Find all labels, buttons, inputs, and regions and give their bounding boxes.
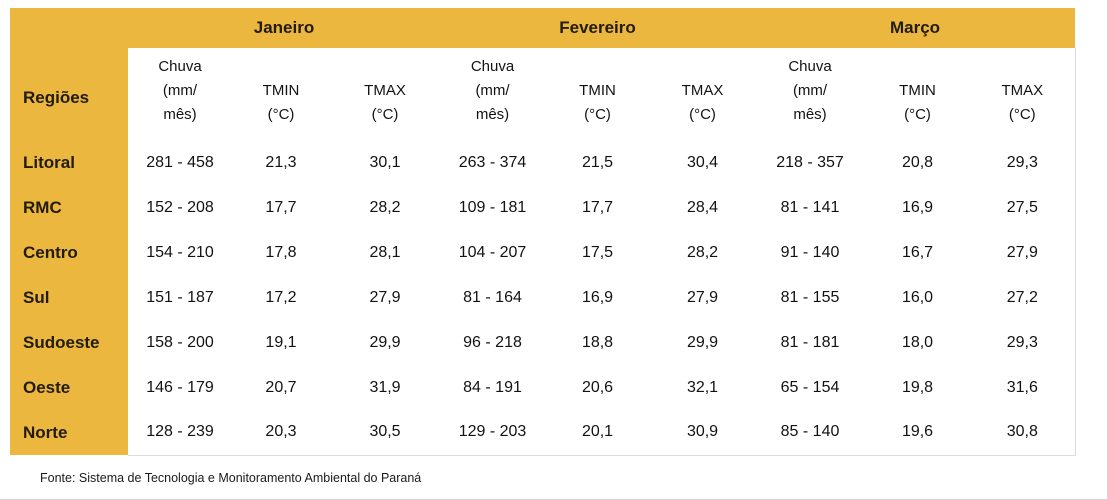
climate-table: Regiões Janeiro Fevereiro Março Chuva (mm… xyxy=(10,8,1076,456)
cell-litoral-marco-tmax: 29,3 xyxy=(970,140,1076,185)
header-tmax-janeiro: TMAX (°C) xyxy=(330,48,441,140)
cell-norte-janeiro-tmin: 20,3 xyxy=(232,410,330,456)
cell-sul-marco-tmax: 27,2 xyxy=(970,275,1076,320)
cell-litoral-fevereiro-chuva: 263 - 374 xyxy=(440,140,546,185)
cell-oeste-fevereiro-tmax: 32,1 xyxy=(650,365,756,410)
cell-litoral-fevereiro-tmin: 21,5 xyxy=(545,140,651,185)
cell-sul-janeiro-chuva: 151 - 187 xyxy=(128,275,232,320)
cell-centro-janeiro-tmax: 28,1 xyxy=(330,230,441,275)
header-tmin-marco: TMIN (°C) xyxy=(865,48,971,140)
cell-rmc-janeiro-tmax: 28,2 xyxy=(330,185,441,230)
source-note: Fonte: Sistema de Tecnologia e Monitoram… xyxy=(40,471,422,485)
region-label-rmc: RMC xyxy=(10,185,128,230)
cell-litoral-marco-tmin: 20,8 xyxy=(865,140,971,185)
measure-header-row: Chuva (mm/mês) TMIN (°C) TMAX (°C) Chuva (mm/mê… xyxy=(10,48,1076,140)
cell-sul-marco-chuva: 81 - 155 xyxy=(755,275,866,320)
cell-sudoeste-fevereiro-tmin: 18,8 xyxy=(545,320,651,365)
cell-sudoeste-marco-tmin: 18,0 xyxy=(865,320,971,365)
table-row: Centro 154 - 210 17,8 28,1 104 - 207 17,5 28,2… xyxy=(10,230,1076,275)
cell-norte-fevereiro-chuva: 129 - 203 xyxy=(440,410,546,456)
cell-sudoeste-marco-chuva: 81 - 181 xyxy=(755,320,866,365)
table-row: Oeste 146 - 179 20,7 31,9 84 - 191 20,6 32,1 65… xyxy=(10,365,1076,410)
cell-litoral-janeiro-tmax: 30,1 xyxy=(330,140,441,185)
cell-centro-janeiro-tmin: 17,8 xyxy=(232,230,330,275)
cell-rmc-fevereiro-tmin: 17,7 xyxy=(545,185,651,230)
header-chuva-janeiro: Chuva (mm/mês) xyxy=(128,48,232,140)
cell-rmc-fevereiro-chuva: 109 - 181 xyxy=(440,185,546,230)
cell-sul-fevereiro-tmax: 27,9 xyxy=(650,275,756,320)
cell-sudoeste-janeiro-tmin: 19,1 xyxy=(232,320,330,365)
cell-norte-marco-tmin: 19,6 xyxy=(865,410,971,456)
cell-oeste-janeiro-chuva: 146 - 179 xyxy=(128,365,232,410)
header-chuva-marco: Chuva (mm/mês) xyxy=(755,48,866,140)
cell-sul-fevereiro-chuva: 81 - 164 xyxy=(440,275,546,320)
month-header-janeiro: Janeiro xyxy=(128,8,441,48)
cell-rmc-janeiro-tmin: 17,7 xyxy=(232,185,330,230)
header-tmax-fevereiro: TMAX (°C) xyxy=(650,48,756,140)
cell-norte-marco-chuva: 85 - 140 xyxy=(755,410,866,456)
cell-litoral-fevereiro-tmax: 30,4 xyxy=(650,140,756,185)
cell-sul-fevereiro-tmin: 16,9 xyxy=(545,275,651,320)
cell-centro-fevereiro-tmax: 28,2 xyxy=(650,230,756,275)
cell-sudoeste-fevereiro-tmax: 29,9 xyxy=(650,320,756,365)
month-header-fevereiro: Fevereiro xyxy=(440,8,756,48)
cell-centro-marco-tmin: 16,7 xyxy=(865,230,971,275)
region-label-sudoeste: Sudoeste xyxy=(10,320,128,365)
cell-sul-marco-tmin: 16,0 xyxy=(865,275,971,320)
cell-litoral-janeiro-tmin: 21,3 xyxy=(232,140,330,185)
cell-norte-marco-tmax: 30,8 xyxy=(970,410,1076,456)
cell-centro-marco-chuva: 91 - 140 xyxy=(755,230,866,275)
table-row: Sul 151 - 187 17,2 27,9 81 - 164 16,9 27,9 81 -… xyxy=(10,275,1076,320)
header-tmin-fevereiro: TMIN (°C) xyxy=(545,48,651,140)
cell-sudoeste-janeiro-tmax: 29,9 xyxy=(330,320,441,365)
cell-centro-fevereiro-tmin: 17,5 xyxy=(545,230,651,275)
table-row: Litoral 281 - 458 21,3 30,1 263 - 374 21,5 30,… xyxy=(10,140,1076,185)
region-label-litoral: Litoral xyxy=(10,140,128,185)
cell-sul-janeiro-tmin: 17,2 xyxy=(232,275,330,320)
cell-sudoeste-marco-tmax: 29,3 xyxy=(970,320,1076,365)
cell-oeste-janeiro-tmin: 20,7 xyxy=(232,365,330,410)
table-row: Norte 128 - 239 20,3 30,5 129 - 203 20,1 30,9 8… xyxy=(10,410,1076,456)
region-label-oeste: Oeste xyxy=(10,365,128,410)
cell-oeste-janeiro-tmax: 31,9 xyxy=(330,365,441,410)
cell-norte-janeiro-chuva: 128 - 239 xyxy=(128,410,232,456)
cell-rmc-fevereiro-tmax: 28,4 xyxy=(650,185,756,230)
cell-oeste-fevereiro-tmin: 20,6 xyxy=(545,365,651,410)
cell-norte-fevereiro-tmin: 20,1 xyxy=(545,410,651,456)
cell-oeste-marco-tmax: 31,6 xyxy=(970,365,1076,410)
cell-rmc-marco-tmax: 27,5 xyxy=(970,185,1076,230)
regions-column-header: Regiões xyxy=(10,8,128,140)
cell-rmc-marco-chuva: 81 - 141 xyxy=(755,185,866,230)
region-label-sul: Sul xyxy=(10,275,128,320)
cell-rmc-janeiro-chuva: 152 - 208 xyxy=(128,185,232,230)
header-tmin-janeiro: TMIN (°C) xyxy=(232,48,330,140)
cell-sul-janeiro-tmax: 27,9 xyxy=(330,275,441,320)
cell-sudoeste-janeiro-chuva: 158 - 200 xyxy=(128,320,232,365)
month-header-marco: Março xyxy=(755,8,1076,48)
header-tmax-marco: TMAX (°C) xyxy=(970,48,1076,140)
cell-sudoeste-fevereiro-chuva: 96 - 218 xyxy=(440,320,546,365)
cell-centro-janeiro-chuva: 154 - 210 xyxy=(128,230,232,275)
table-row: Sudoeste 158 - 200 19,1 29,9 96 - 218 18,8 29,… xyxy=(10,320,1076,365)
table-row: RMC 152 - 208 17,7 28,2 109 - 181 17,7 28,4 81 … xyxy=(10,185,1076,230)
cell-litoral-marco-chuva: 218 - 357 xyxy=(755,140,866,185)
cell-oeste-marco-tmin: 19,8 xyxy=(865,365,971,410)
cell-litoral-janeiro-chuva: 281 - 458 xyxy=(128,140,232,185)
header-chuva-fevereiro: Chuva (mm/mês) xyxy=(440,48,546,140)
cell-norte-fevereiro-tmax: 30,9 xyxy=(650,410,756,456)
region-label-centro: Centro xyxy=(10,230,128,275)
region-label-norte: Norte xyxy=(10,410,128,455)
month-header-row: Regiões Janeiro Fevereiro Março xyxy=(10,8,1076,140)
cell-rmc-marco-tmin: 16,9 xyxy=(865,185,971,230)
cell-oeste-fevereiro-chuva: 84 - 191 xyxy=(440,365,546,410)
cell-norte-janeiro-tmax: 30,5 xyxy=(330,410,441,456)
cell-centro-fevereiro-chuva: 104 - 207 xyxy=(440,230,546,275)
cell-centro-marco-tmax: 27,9 xyxy=(970,230,1076,275)
cell-oeste-marco-chuva: 65 - 154 xyxy=(755,365,866,410)
